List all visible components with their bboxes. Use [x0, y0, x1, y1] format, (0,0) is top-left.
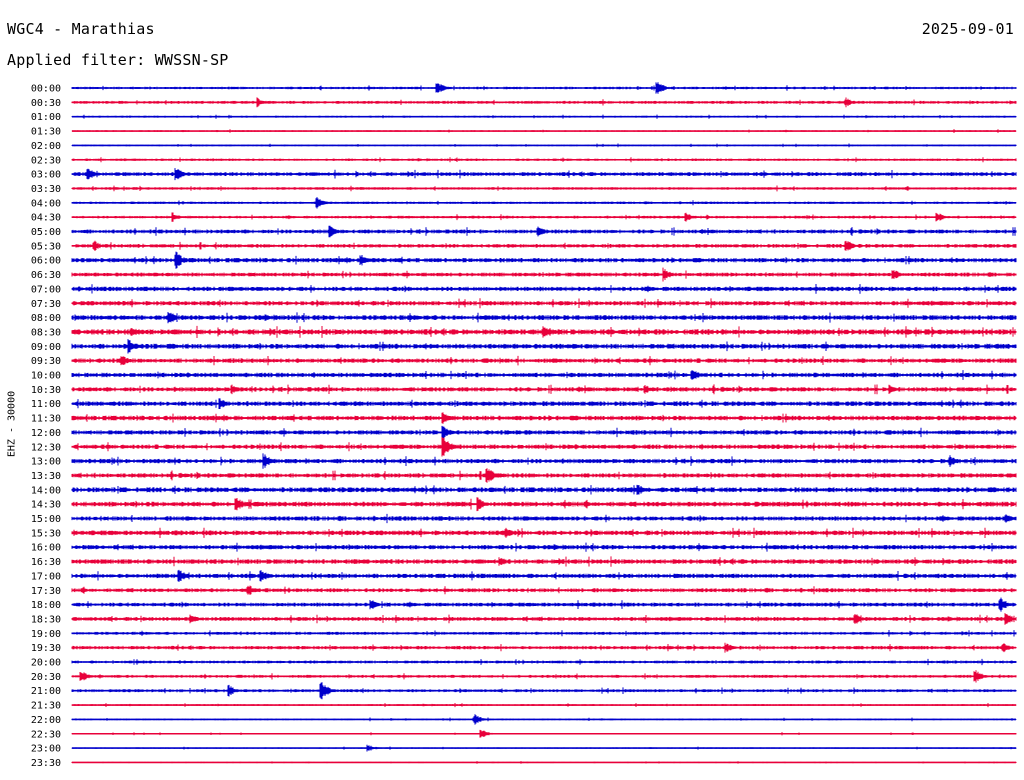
row-time-label: 13:30 — [31, 471, 61, 482]
row-time-label: 21:30 — [31, 701, 61, 712]
row-time-label: 18:30 — [31, 614, 61, 625]
row-time-label: 03:30 — [31, 184, 61, 195]
row-time-label: 19:00 — [31, 629, 61, 640]
row-time-label: 05:30 — [31, 241, 61, 252]
date-label: 2025-09-01 — [921, 20, 1014, 38]
row-time-label: 10:30 — [31, 385, 61, 396]
row-time-label: 05:00 — [31, 227, 61, 238]
row-time-label: 00:30 — [31, 98, 61, 109]
row-time-label: 03:00 — [31, 170, 61, 181]
row-time-label: 06:30 — [31, 270, 61, 281]
row-time-label: 18:00 — [31, 600, 61, 611]
row-time-label: 08:30 — [31, 327, 61, 338]
trace-rows — [71, 82, 1017, 764]
row-time-label: 07:00 — [31, 284, 61, 295]
row-time-label: 16:00 — [31, 543, 61, 554]
station-title: WGC4 - Marathias — [7, 20, 155, 38]
row-time-label: 09:00 — [31, 342, 61, 353]
row-time-label: 08:00 — [31, 313, 61, 324]
row-time-label: 12:00 — [31, 428, 61, 439]
row-time-label: 15:30 — [31, 528, 61, 539]
row-time-label: 14:00 — [31, 485, 61, 496]
row-time-label: 17:30 — [31, 586, 61, 597]
time-tick-labels: 00:00 00:30 01:00 01:30 02:00 02:30 03:00 03:30… — [31, 84, 61, 769]
row-time-label: 15:00 — [31, 514, 61, 525]
row-time-label: 01:30 — [31, 127, 61, 138]
row-time-label: 16:30 — [31, 557, 61, 568]
row-time-label: 12:30 — [31, 442, 61, 453]
row-time-label: 20:00 — [31, 658, 61, 669]
row-time-label: 06:00 — [31, 256, 61, 267]
row-time-label: 01:00 — [31, 112, 61, 123]
row-time-label: 21:00 — [31, 686, 61, 697]
row-time-label: 11:00 — [31, 399, 61, 410]
filter-label: Applied filter: WWSSN-SP — [7, 51, 229, 69]
row-time-label: 22:00 — [31, 715, 61, 726]
row-time-label: 20:30 — [31, 672, 61, 683]
row-time-label: 23:00 — [31, 744, 61, 755]
row-time-label: 02:30 — [31, 155, 61, 166]
row-time-label: 14:30 — [31, 500, 61, 511]
row-time-label: 09:30 — [31, 356, 61, 367]
row-time-label: 00:00 — [31, 84, 61, 95]
row-time-label: 04:00 — [31, 198, 61, 209]
row-time-label: 04:30 — [31, 213, 61, 224]
row-time-label: 22:30 — [31, 729, 61, 740]
row-time-label: 17:00 — [31, 571, 61, 582]
row-time-label: 02:00 — [31, 141, 61, 152]
row-time-label: 07:30 — [31, 299, 61, 310]
row-time-label: 10:00 — [31, 371, 61, 382]
row-time-label: 19:30 — [31, 643, 61, 654]
row-time-label: 11:30 — [31, 414, 61, 425]
row-time-label: 13:00 — [31, 457, 61, 468]
row-time-label: 23:30 — [31, 758, 61, 769]
